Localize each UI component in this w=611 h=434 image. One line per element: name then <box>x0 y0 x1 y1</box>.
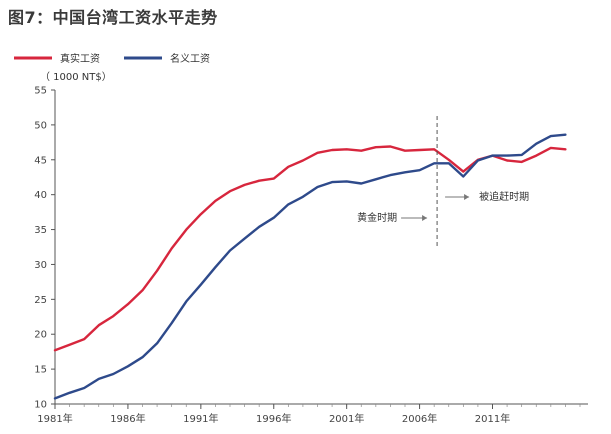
x-tick-label: 1991年 <box>183 412 218 425</box>
x-tick-label: 2011年 <box>475 412 510 425</box>
y-tick-label: 50 <box>34 120 47 131</box>
series-line-nominal-wage <box>53 133 567 400</box>
figure-title: 图7：中国台湾工资水平走势 <box>8 8 218 27</box>
y-tick-label: 40 <box>34 190 47 201</box>
y-tick-label: 25 <box>34 295 47 306</box>
y-tick-label: 10 <box>34 400 47 411</box>
annotation-golden-period: 黄金时期 <box>357 211 397 224</box>
annotation-catchup-period: 被追赶时期 <box>479 190 529 203</box>
y-tick-label: 55 <box>34 86 47 97</box>
y-tick-label: 15 <box>34 365 47 376</box>
x-tick-label: 1981年 <box>37 412 72 425</box>
x-tick-label: 2001年 <box>329 412 364 425</box>
y-tick-label: 20 <box>34 330 47 341</box>
y-tick-label: 45 <box>34 155 47 166</box>
legend-label: 名义工资 <box>170 52 210 65</box>
x-tick-label: 1986年 <box>110 412 145 425</box>
annotation-arrowhead <box>464 194 470 200</box>
y-tick-label: 30 <box>34 260 47 271</box>
legend-label: 真实工资 <box>60 52 100 65</box>
y-tick-label: 35 <box>34 225 47 236</box>
x-tick-label: 1996年 <box>256 412 291 425</box>
annotation-arrowhead <box>422 215 428 221</box>
x-tick-label: 2006年 <box>402 412 437 425</box>
series-line-real-wage <box>53 145 567 352</box>
y-unit-label: （ 1000 NT$） <box>40 71 112 83</box>
